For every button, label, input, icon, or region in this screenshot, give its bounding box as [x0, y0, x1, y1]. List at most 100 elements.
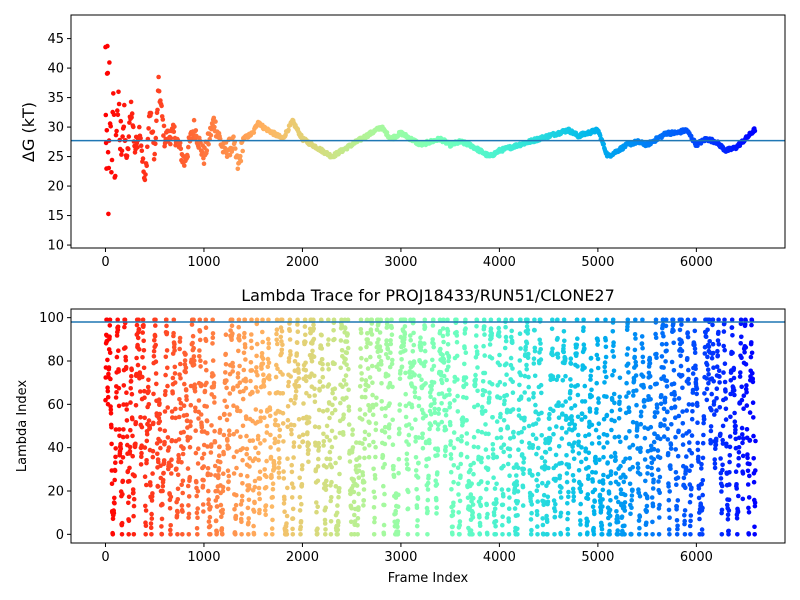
- lambda-point: [618, 487, 624, 493]
- delta-g-point: [115, 112, 121, 118]
- lambda-point: [501, 493, 506, 499]
- lambda-point: [566, 465, 572, 470]
- lambda-point: [608, 469, 614, 474]
- lambda-point: [186, 515, 191, 520]
- lambda-point: [687, 499, 693, 505]
- lambda-point: [450, 512, 456, 518]
- lambda-point: [431, 341, 436, 347]
- lambda-point: [670, 317, 676, 323]
- lambda-point: [321, 439, 327, 444]
- lambda-point: [195, 532, 200, 537]
- lambda-point: [471, 460, 477, 466]
- lambda-point: [485, 511, 490, 517]
- lambda-point: [302, 324, 308, 329]
- lambda-point: [586, 473, 591, 479]
- lambda-point: [381, 532, 387, 537]
- lambda-point: [501, 418, 507, 423]
- lambda-point: [708, 424, 714, 429]
- lambda-point: [575, 414, 581, 420]
- lambda-point: [645, 495, 650, 501]
- lambda-point: [545, 494, 551, 500]
- lambda-point: [732, 392, 737, 398]
- lambda-point: [696, 486, 702, 491]
- lambda-point: [608, 498, 613, 503]
- lambda-point: [738, 317, 744, 323]
- lambda-point: [280, 391, 286, 396]
- lambda-point: [526, 397, 532, 402]
- lambda-point: [393, 508, 399, 514]
- lambda-point: [707, 339, 712, 344]
- lambda-point: [336, 489, 342, 495]
- lambda-point: [332, 396, 338, 401]
- lambda-point: [180, 490, 185, 496]
- lambda-point: [165, 405, 170, 410]
- lambda-point: [412, 389, 418, 395]
- lambda-point: [535, 471, 541, 477]
- lambda-point: [277, 433, 282, 439]
- lambda-point: [261, 384, 267, 389]
- lambda-point: [297, 444, 302, 450]
- lambda-point: [551, 408, 556, 414]
- lambda-point: [594, 317, 600, 323]
- lambda-point: [367, 375, 373, 380]
- lambda-point: [480, 392, 486, 398]
- lambda-point: [685, 334, 691, 340]
- lambda-point: [507, 453, 513, 459]
- lambda-point: [594, 407, 599, 412]
- lambda-point: [272, 440, 278, 446]
- delta-g-point: [111, 112, 117, 117]
- delta-g-point: [156, 88, 162, 94]
- lambda-point: [197, 337, 203, 343]
- lambda-point: [332, 361, 337, 367]
- lambda-point: [632, 354, 637, 360]
- lambda-point: [601, 445, 606, 450]
- lambda-point: [337, 471, 342, 477]
- lambda-point: [629, 498, 634, 503]
- lambda-point: [571, 478, 577, 483]
- lambda-point: [471, 471, 476, 477]
- lambda-point: [329, 479, 334, 485]
- lambda-point: [717, 374, 722, 379]
- lambda-point: [295, 322, 300, 327]
- lambda-point: [538, 317, 543, 323]
- lambda-point: [625, 317, 631, 323]
- lambda-point: [220, 507, 225, 513]
- lambda-point: [207, 514, 213, 520]
- lambda-point: [718, 456, 723, 461]
- lambda-point: [642, 404, 647, 409]
- lambda-point: [216, 453, 222, 459]
- lambda-point: [520, 484, 526, 490]
- lambda-point: [214, 504, 220, 509]
- lambda-point: [566, 489, 571, 495]
- lambda-point: [160, 483, 166, 489]
- lambda-point: [266, 345, 271, 351]
- lambda-point: [705, 354, 710, 360]
- lambda-point: [456, 481, 461, 487]
- lambda-point: [404, 451, 410, 457]
- lambda-point: [362, 436, 368, 442]
- lambda-point: [253, 445, 258, 451]
- lambda-point: [116, 348, 121, 354]
- x-tick-label: 6000: [680, 550, 713, 565]
- lambda-point: [689, 450, 695, 456]
- x-tick-label: 1000: [187, 550, 220, 565]
- lambda-point: [720, 423, 726, 429]
- lambda-point: [454, 317, 459, 323]
- lambda-point: [603, 344, 609, 350]
- lambda-point: [243, 378, 249, 384]
- lambda-point: [124, 402, 129, 407]
- lambda-point: [164, 330, 170, 336]
- lambda-point: [166, 445, 172, 450]
- lambda-point: [416, 435, 422, 440]
- lambda-point: [297, 508, 303, 513]
- lambda-point: [441, 339, 446, 345]
- lambda-point: [458, 461, 464, 467]
- lambda-point: [116, 369, 121, 374]
- lambda-point: [153, 359, 159, 365]
- lambda-point: [497, 362, 503, 368]
- lambda-point: [397, 408, 402, 413]
- lambda-point: [529, 492, 535, 498]
- lambda-point: [637, 471, 643, 477]
- lambda-point: [746, 532, 752, 537]
- lambda-point: [436, 422, 441, 427]
